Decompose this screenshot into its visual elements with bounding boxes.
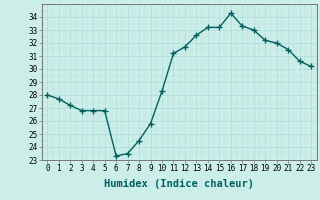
X-axis label: Humidex (Indice chaleur): Humidex (Indice chaleur) xyxy=(104,179,254,189)
